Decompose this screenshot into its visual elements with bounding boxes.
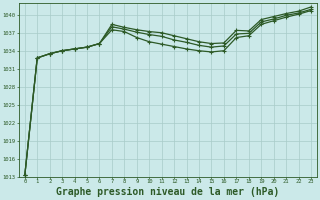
X-axis label: Graphe pression niveau de la mer (hPa): Graphe pression niveau de la mer (hPa) <box>56 187 279 197</box>
